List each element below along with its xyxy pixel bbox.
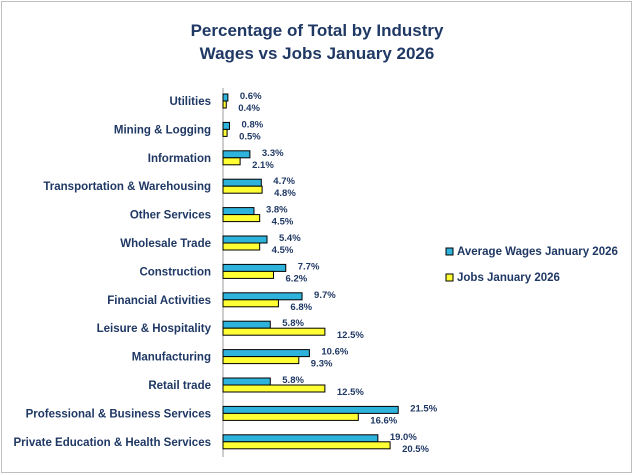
category-label-leisure-hospitality: Leisure & Hospitality bbox=[97, 323, 212, 335]
wages-label-construction: 7.7% bbox=[298, 261, 320, 272]
jobs-bar-leisure-hospitality bbox=[222, 327, 326, 336]
jobs-bar-mining-logging bbox=[222, 128, 228, 137]
legend-swatch-wages bbox=[445, 247, 454, 256]
jobs-bar-other-services bbox=[222, 214, 261, 223]
jobs-bar-professional-business-services bbox=[222, 412, 359, 421]
jobs-bar-transportation-warehousing bbox=[222, 185, 263, 194]
jobs-label-information: 2.1% bbox=[252, 160, 274, 171]
wages-bar-retail-trade bbox=[222, 377, 271, 386]
wages-label-information: 3.3% bbox=[262, 148, 284, 159]
wages-label-professional-business-services: 21.5% bbox=[410, 403, 437, 414]
wages-label-financial-activities: 9.7% bbox=[314, 290, 336, 301]
category-label-wholesale-trade: Wholesale Trade bbox=[120, 238, 211, 250]
wages-label-mining-logging: 0.8% bbox=[242, 119, 264, 130]
category-label-transportation-warehousing: Transportation & Warehousing bbox=[43, 181, 211, 193]
chart-subtitle: Wages vs Jobs January 2026 bbox=[200, 44, 435, 63]
wages-bar-private-education-health-services bbox=[222, 434, 379, 443]
category-label-construction: Construction bbox=[139, 266, 211, 278]
wages-bar-construction bbox=[222, 263, 287, 272]
jobs-label-utilities: 0.4% bbox=[238, 103, 260, 114]
legend-label-jobs: Jobs January 2026 bbox=[457, 272, 560, 284]
jobs-bar-financial-activities bbox=[222, 299, 279, 308]
category-label-private-education-health-services: Private Education & Health Services bbox=[14, 437, 212, 449]
wages-bar-financial-activities bbox=[222, 292, 303, 301]
jobs-label-other-services: 4.5% bbox=[272, 217, 294, 228]
jobs-bar-private-education-health-services bbox=[222, 441, 391, 450]
category-label-financial-activities: Financial Activities bbox=[107, 295, 211, 307]
jobs-label-mining-logging: 0.5% bbox=[239, 131, 261, 142]
jobs-label-manufacturing: 9.3% bbox=[311, 359, 333, 370]
legend-label-wages: Average Wages January 2026 bbox=[457, 246, 618, 258]
wages-label-utilities: 0.6% bbox=[240, 91, 262, 102]
wages-bar-transportation-warehousing bbox=[222, 178, 262, 187]
wages-label-private-education-health-services: 19.0% bbox=[390, 432, 417, 443]
wages-bar-manufacturing bbox=[222, 349, 310, 358]
category-label-utilities: Utilities bbox=[169, 96, 211, 108]
category-label-information: Information bbox=[148, 153, 211, 165]
jobs-bar-construction bbox=[222, 270, 275, 279]
jobs-bar-wholesale-trade bbox=[222, 242, 261, 251]
jobs-bar-manufacturing bbox=[222, 356, 300, 365]
jobs-label-financial-activities: 6.8% bbox=[290, 302, 312, 313]
wages-label-retail-trade: 5.8% bbox=[282, 375, 304, 386]
wages-bar-professional-business-services bbox=[222, 405, 399, 414]
category-label-other-services: Other Services bbox=[130, 210, 211, 222]
category-label-manufacturing: Manufacturing bbox=[132, 352, 211, 364]
wages-label-transportation-warehousing: 4.7% bbox=[273, 176, 295, 187]
jobs-bar-retail-trade bbox=[222, 384, 326, 393]
category-label-retail-trade: Retail trade bbox=[148, 380, 211, 392]
jobs-label-leisure-hospitality: 12.5% bbox=[337, 330, 364, 341]
legend: Average Wages January 2026 Jobs January 2… bbox=[445, 246, 618, 284]
wages-label-wholesale-trade: 5.4% bbox=[279, 233, 301, 244]
wages-bar-information bbox=[222, 150, 251, 159]
jobs-label-private-education-health-services: 20.5% bbox=[402, 444, 429, 455]
category-label-professional-business-services: Professional & Business Services bbox=[26, 408, 211, 420]
jobs-bar-information bbox=[222, 157, 241, 166]
wages-bar-leisure-hospitality bbox=[222, 320, 271, 329]
chart-title: Percentage of Total by Industry bbox=[191, 21, 444, 40]
wages-label-other-services: 3.8% bbox=[266, 205, 288, 216]
wages-bar-other-services bbox=[222, 207, 255, 216]
jobs-label-retail-trade: 12.5% bbox=[337, 387, 364, 398]
plot-area: Utilities 0.6%0.4% Mining & Logging 0.8%0.5… bbox=[14, 88, 438, 457]
jobs-label-transportation-warehousing: 4.8% bbox=[274, 188, 296, 199]
wages-bar-wholesale-trade bbox=[222, 235, 268, 244]
jobs-bar-utilities bbox=[222, 100, 227, 109]
jobs-label-wholesale-trade: 4.5% bbox=[272, 245, 294, 256]
wages-bar-utilities bbox=[222, 93, 229, 102]
legend-swatch-jobs bbox=[445, 273, 454, 282]
wages-label-manufacturing: 10.6% bbox=[321, 347, 348, 358]
jobs-label-construction: 6.2% bbox=[286, 273, 308, 284]
wages-bar-mining-logging bbox=[222, 121, 231, 130]
category-label-mining-logging: Mining & Logging bbox=[114, 124, 211, 136]
jobs-label-professional-business-services: 16.6% bbox=[370, 415, 397, 426]
wages-label-leisure-hospitality: 5.8% bbox=[282, 318, 304, 329]
